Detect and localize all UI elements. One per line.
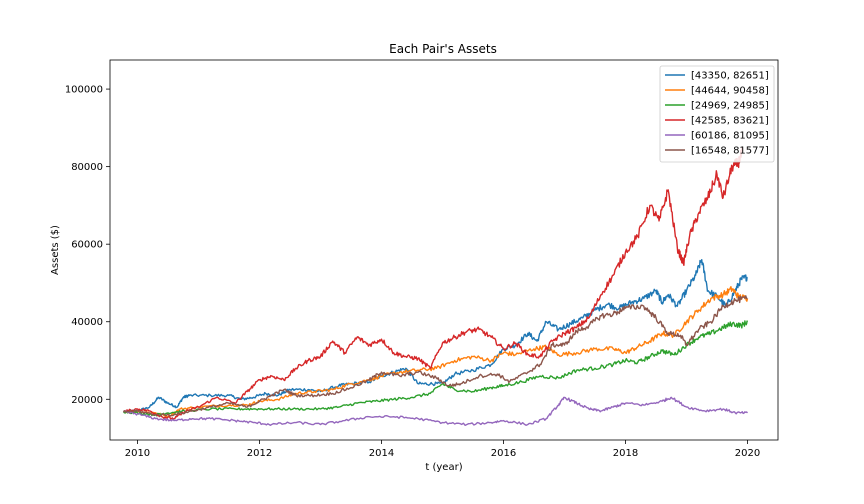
- legend-label-3: [42585, 83621]: [691, 116, 769, 127]
- legend-label-4: [60186, 81095]: [691, 131, 769, 142]
- y-axis: 20000 40000 60000 80000 100000: [65, 85, 110, 406]
- series-line-2: [122, 320, 749, 417]
- y-tick-label-4: 100000: [65, 85, 103, 96]
- y-tick-label-0: 20000: [71, 395, 103, 406]
- legend-label-5: [16548, 81577]: [691, 146, 769, 157]
- y-tick-label-3: 80000: [71, 162, 103, 173]
- series-line-0: [123, 258, 748, 413]
- x-tick-label-4: 2018: [613, 448, 638, 459]
- legend: [43350, 82651] [44644, 90458] [24969, 2498…: [659, 65, 775, 163]
- x-tick-label-2: 2014: [369, 448, 394, 459]
- chart-title: Each Pair's Assets: [389, 42, 497, 56]
- legend-label-2: [24969, 24985]: [691, 101, 769, 112]
- x-axis-label: t (year): [425, 462, 462, 473]
- y-axis-label: Assets ($): [50, 225, 61, 275]
- x-tick-label-0: 2010: [125, 448, 150, 459]
- series-line-3: [123, 146, 744, 420]
- x-tick-label-3: 2016: [491, 448, 516, 459]
- series-line-1: [123, 285, 749, 419]
- plot-border: [109, 59, 779, 441]
- x-tick-label-1: 2012: [247, 448, 272, 459]
- legend-box: [659, 65, 775, 163]
- y-tick-label-2: 60000: [71, 240, 103, 251]
- legend-label-1: [44644, 90458]: [691, 86, 769, 97]
- series-layer: [122, 146, 749, 427]
- series-line-4: [123, 396, 748, 427]
- series-line-5: [122, 295, 748, 417]
- y-tick-label-1: 40000: [71, 317, 103, 328]
- legend-label-0: [43350, 82651]: [691, 71, 769, 82]
- x-axis: 2010 2012 2014 2016 2018 2020: [125, 440, 760, 459]
- x-tick-label-5: 2020: [735, 448, 760, 459]
